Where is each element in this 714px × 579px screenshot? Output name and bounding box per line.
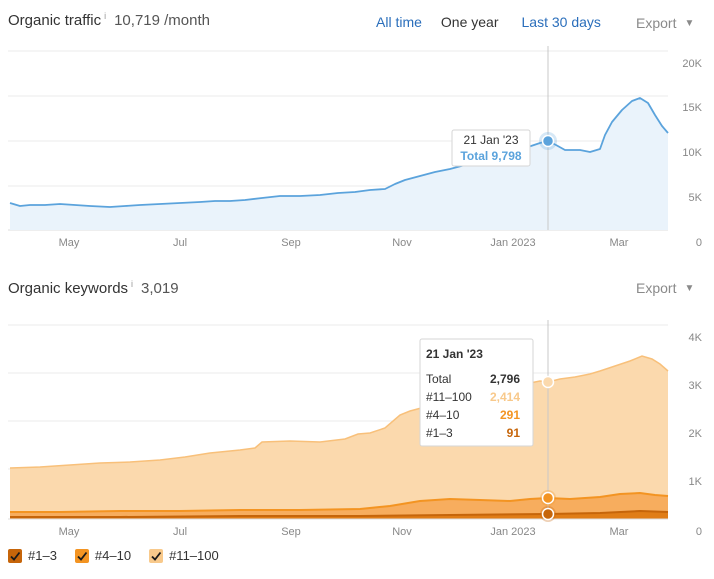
tooltip-row-label: #4–10 [426, 408, 460, 422]
traffic-metric: 10,719 /month [114, 12, 210, 29]
tooltip-row-value: 2,796 [490, 372, 520, 386]
x-tick-label: Mar [610, 526, 629, 538]
traffic-header: Organic traffic i 10,719 /month [8, 11, 210, 36]
legend-item-11-100[interactable]: #11–100 [149, 548, 219, 563]
legend-label: #1–3 [28, 548, 57, 563]
x-tick-label: Jul [173, 237, 187, 249]
kw-4-10-line [10, 491, 669, 513]
hover-point-1-3 [541, 507, 555, 521]
hover-point [541, 134, 555, 148]
y-tick-label: 10K [682, 147, 702, 159]
hover-point-4-10 [541, 491, 555, 505]
x-tick-label: Sep [281, 526, 301, 538]
export-label: Export [636, 15, 677, 31]
legend-label: #4–10 [94, 548, 132, 563]
tab-one-year[interactable]: One year [440, 14, 499, 30]
traffic-line [9, 97, 669, 208]
kw-1-3-line [10, 509, 669, 518]
x-tick-label: Jul [173, 526, 187, 538]
traffic-chart[interactable]: 20K 15K 10K 5K 0 May Jul Sep Nov Jan 202… [0, 0, 714, 260]
y-tick-label: 0 [696, 526, 702, 538]
x-tick-label: May [59, 237, 80, 249]
chevron-down-icon: ▼ [684, 282, 695, 294]
info-icon[interactable]: i [104, 11, 107, 21]
tooltip-date: 21 Jan '23 [463, 133, 518, 147]
keywords-metric: 3,019 [141, 280, 179, 297]
traffic-export-button[interactable]: Export ▼ [636, 15, 694, 31]
y-tick-label: 2K [689, 428, 703, 440]
tooltip-date: 21 Jan '23 [426, 347, 483, 361]
tooltip-total: Total 9,798 [460, 149, 521, 163]
y-tick-label: 1K [689, 476, 703, 488]
y-tick-label: 5K [689, 192, 703, 204]
kw-11-100-area [10, 356, 668, 519]
x-tick-label: Sep [281, 237, 301, 249]
y-tick-label: 0 [696, 237, 702, 249]
x-tick-label: Jan 2023 [490, 237, 535, 249]
tooltip-row-label: #11–100 [426, 390, 472, 404]
x-tick-label: Mar [610, 237, 629, 249]
keywords-legend: #1–3 #4–10 #11–100 [8, 548, 237, 563]
keywords-export-button[interactable]: Export ▼ [636, 280, 694, 296]
y-tick-label: 15K [682, 102, 702, 114]
keywords-header: Organic keywords i 3,019 [8, 279, 179, 304]
tooltip-row-value: 2,414 [490, 390, 520, 404]
x-tick-label: May [59, 526, 80, 538]
tab-last-30-days[interactable]: Last 30 days [521, 14, 601, 30]
checkbox-checked-icon[interactable] [74, 548, 89, 563]
keywords-tooltip: 21 Jan '23 Total 2,796 #11–100 2,414 #4–… [419, 338, 534, 447]
traffic-area [10, 98, 668, 230]
tab-all-time[interactable]: All time [376, 14, 422, 30]
kw-4-10-area [10, 493, 668, 519]
keywords-title: Organic keywords [8, 280, 129, 297]
range-tabs: All time One year Last 30 days [376, 14, 601, 30]
legend-label: #11–100 [169, 548, 219, 563]
y-tick-label: 3K [689, 380, 703, 392]
checkbox-checked-icon[interactable] [149, 548, 164, 563]
y-tick-label: 20K [682, 58, 702, 70]
legend-item-1-3[interactable]: #1–3 [8, 548, 57, 563]
tooltip-row-label: Total [426, 372, 451, 386]
x-tick-label: Nov [392, 237, 412, 249]
checkbox-checked-icon[interactable] [8, 548, 22, 563]
x-tick-label: Jan 2023 [490, 526, 535, 538]
legend-item-4-10[interactable]: #4–10 [74, 548, 132, 563]
y-tick-label: 4K [689, 332, 703, 344]
tooltip-row-value: 91 [507, 426, 521, 440]
traffic-title: Organic traffic [8, 12, 102, 29]
export-label: Export [636, 280, 677, 296]
keywords-chart[interactable]: 4K 3K 2K 1K 0 May Jul Sep Nov Jan 2023 M… [0, 300, 714, 550]
info-icon[interactable]: i [131, 279, 134, 289]
tooltip-row-value: 291 [500, 408, 520, 422]
tooltip-row-label: #1–3 [426, 426, 453, 440]
x-tick-label: Nov [392, 526, 412, 538]
chevron-down-icon: ▼ [684, 17, 695, 29]
traffic-tooltip: 21 Jan '23 Total 9,798 [451, 129, 531, 167]
hover-point-11-100 [541, 375, 555, 389]
